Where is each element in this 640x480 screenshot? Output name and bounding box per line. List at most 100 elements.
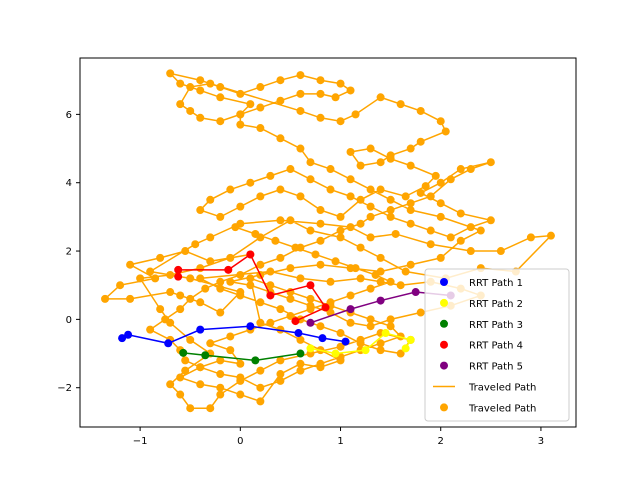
- traveled-path-point: [296, 366, 305, 375]
- traveled-path-point: [436, 253, 445, 262]
- traveled-path-point: [196, 274, 205, 283]
- traveled-path-point: [476, 226, 485, 235]
- rrt-path-1-point: [124, 330, 133, 339]
- rrt-path-4-point: [291, 317, 300, 326]
- traveled-path-point: [406, 219, 415, 228]
- traveled-path-point: [386, 195, 395, 204]
- traveled-path-point: [186, 294, 195, 303]
- traveled-path-point: [331, 257, 340, 266]
- legend-label-rrt-path-2: RRT Path 2: [469, 299, 523, 310]
- traveled-path-point: [206, 404, 215, 413]
- traveled-path-point: [286, 311, 295, 320]
- traveled-path-point: [246, 100, 255, 109]
- rrt-path-4-point: [246, 250, 255, 259]
- rrt-path-4-point: [224, 265, 233, 274]
- traveled-path-point: [336, 226, 345, 235]
- traveled-path-point: [286, 165, 295, 174]
- traveled-path-point: [271, 236, 280, 245]
- traveled-path-point: [346, 192, 355, 201]
- traveled-path-point: [236, 291, 245, 300]
- traveled-path-point: [101, 294, 110, 303]
- traveled-path-point: [146, 325, 155, 334]
- traveled-path-point: [126, 294, 135, 303]
- rrt-path-1-point: [246, 322, 255, 331]
- traveled-path-point: [376, 277, 385, 286]
- traveled-path-point: [236, 202, 245, 211]
- traveled-path-point: [306, 305, 315, 314]
- x-axis: −1 0 1 2 3: [133, 427, 544, 447]
- traveled-path-point: [356, 195, 365, 204]
- traveled-path-point: [416, 188, 425, 197]
- traveled-path-point: [216, 308, 225, 317]
- rrt-path-3-point: [251, 356, 260, 365]
- traveled-path-point: [166, 69, 175, 78]
- traveled-path-point: [306, 294, 315, 303]
- rrt-path-2-point: [381, 329, 390, 338]
- traveled-path-point: [276, 253, 285, 262]
- legend-dot-marker: [440, 340, 448, 349]
- y-tick-label: 0: [66, 315, 72, 326]
- traveled-path-point: [376, 346, 385, 355]
- traveled-path-point: [196, 380, 205, 389]
- traveled-path-point: [486, 158, 495, 167]
- traveled-path-point: [316, 260, 325, 269]
- rrt-path-1-point: [196, 325, 205, 334]
- traveled-path-point: [276, 325, 285, 334]
- legend-label-traveled-path: Traveled Path: [468, 403, 536, 414]
- traveled-path-point: [161, 315, 170, 324]
- traveled-path-point: [396, 349, 405, 358]
- traveled-path-point: [256, 103, 265, 112]
- traveled-path-point: [256, 260, 265, 269]
- traveled-path-point: [176, 305, 185, 314]
- rrt-path-4-point: [321, 303, 330, 312]
- traveled-path-point: [196, 76, 205, 85]
- traveled-path-point: [206, 339, 215, 348]
- traveled-path-point: [256, 397, 265, 406]
- rrt-path-2-point: [331, 349, 340, 358]
- x-tick-label: 0: [237, 436, 243, 447]
- traveled-path-point: [431, 171, 440, 180]
- traveled-path-point: [356, 161, 365, 170]
- traveled-path-point: [126, 260, 135, 269]
- traveled-path-point: [226, 346, 235, 355]
- traveled-path-point: [386, 154, 395, 163]
- x-tick-label: 3: [538, 436, 544, 447]
- traveled-path-point: [486, 216, 495, 225]
- traveled-path-point: [216, 277, 225, 286]
- traveled-path-point: [151, 274, 160, 283]
- rrt-path-2-point: [406, 335, 415, 344]
- traveled-path-point: [286, 294, 295, 303]
- rrt-path-1-point: [318, 334, 327, 343]
- rrt-path-4-point: [174, 272, 183, 281]
- traveled-path-point: [236, 390, 245, 399]
- x-tick-label: −1: [133, 436, 148, 447]
- traveled-path-point: [286, 264, 295, 273]
- traveled-path-point: [296, 71, 305, 80]
- rrt-path-4-point: [266, 291, 275, 300]
- rrt-path-2-point: [361, 346, 370, 355]
- traveled-path-point: [226, 253, 235, 262]
- traveled-path-point: [396, 100, 405, 109]
- traveled-path-point: [316, 206, 325, 215]
- traveled-path-point: [276, 76, 285, 85]
- traveled-path-point: [366, 284, 375, 293]
- traveled-path-point: [376, 93, 385, 102]
- traveled-path-point: [336, 79, 345, 88]
- traveled-path-point: [436, 117, 445, 126]
- y-tick-label: −2: [57, 383, 72, 394]
- traveled-path-point: [266, 267, 275, 276]
- traveled-path-point: [196, 206, 205, 215]
- traveled-path-point: [116, 281, 125, 290]
- traveled-path-point: [386, 322, 395, 331]
- traveled-path-point: [351, 264, 360, 273]
- traveled-path-point: [196, 363, 205, 372]
- traveled-path-point: [136, 274, 145, 283]
- traveled-path-point: [356, 274, 365, 283]
- traveled-path-point: [266, 318, 275, 327]
- traveled-path-point: [216, 93, 225, 102]
- rrt-path-1-point: [294, 329, 303, 338]
- rrt-path-3-point: [201, 351, 210, 360]
- traveled-path-point: [276, 134, 285, 143]
- traveled-path-point: [206, 79, 215, 88]
- rrt-path-1-point: [118, 334, 127, 343]
